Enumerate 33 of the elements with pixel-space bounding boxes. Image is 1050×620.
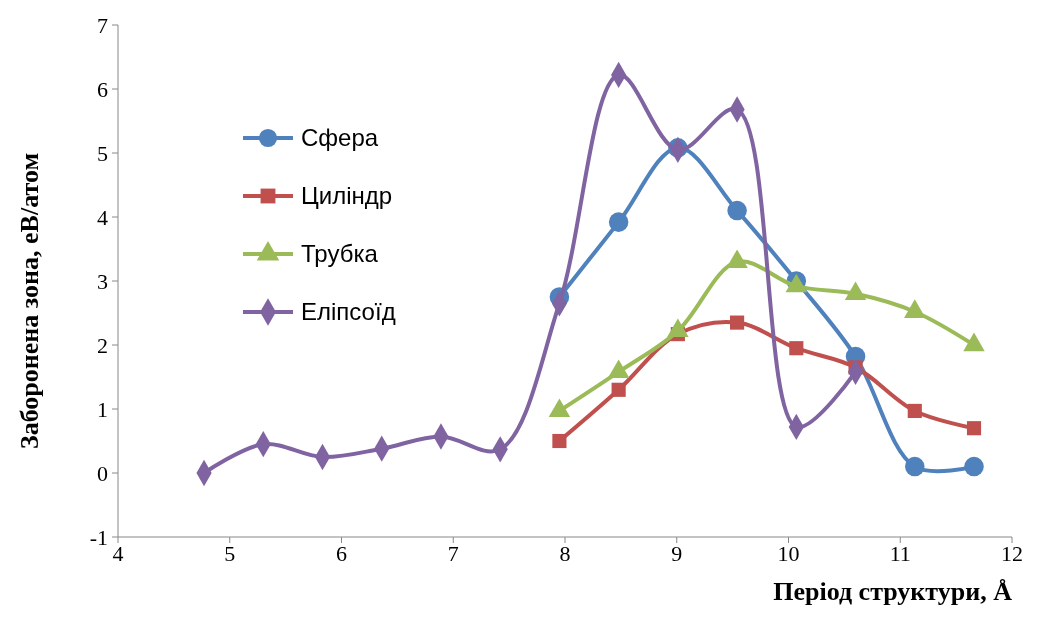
- y-tick-label: -1: [89, 524, 108, 550]
- y-axis-title: Заборонена зона, еВ/атом: [15, 152, 44, 450]
- point: [727, 200, 747, 221]
- y-tick-label: 2: [97, 332, 108, 358]
- x-tick-label: 11: [889, 540, 911, 566]
- x-tick-label: 8: [559, 540, 571, 566]
- point: [730, 315, 745, 330]
- y-tick-label: 1: [97, 396, 108, 422]
- legend-label: Циліндр: [301, 182, 393, 210]
- legend-label: Трубка: [301, 240, 379, 268]
- y-tick-label: 4: [97, 204, 108, 230]
- x-tick-label: 12: [1001, 540, 1023, 566]
- x-tick-label: 7: [447, 540, 459, 566]
- point: [789, 341, 804, 356]
- point: [608, 212, 629, 232]
- point: [611, 382, 626, 397]
- point: [964, 456, 984, 477]
- legend-label: Еліпсоїд: [301, 298, 396, 326]
- y-tick-label: 7: [97, 12, 108, 38]
- point: [905, 456, 925, 477]
- x-tick-label: 5: [224, 540, 236, 566]
- y-tick-label: 0: [97, 460, 108, 486]
- legend-label: Сфера: [301, 124, 379, 152]
- x-axis-title: Період структури, Å: [773, 577, 1013, 606]
- x-tick-label: 9: [671, 540, 683, 566]
- point: [966, 421, 982, 436]
- y-tick-label: 6: [97, 76, 108, 102]
- x-tick-label: 10: [777, 540, 800, 566]
- x-tick-label: 6: [336, 540, 347, 566]
- y-tick-label: 5: [97, 140, 108, 166]
- y-tick-label: 3: [97, 268, 108, 294]
- point: [907, 403, 922, 418]
- point: [552, 433, 567, 449]
